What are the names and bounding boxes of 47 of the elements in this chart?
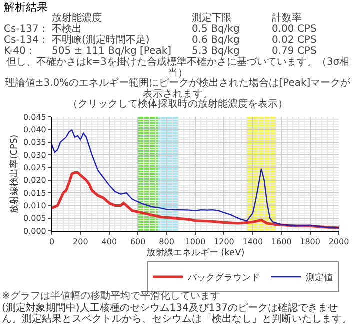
text: 不検出 [52,24,83,35]
y-tick-label: 0.040 [23,124,46,134]
text: 0.5 Bq/kg [192,24,241,35]
text: 0.6 Bq/kg [192,35,241,46]
y-tick-label: 0.010 [23,201,46,210]
y-tick-label: 0.035 [23,138,46,147]
text: （クリックして検体採取時の放射能濃度を表示） [67,99,289,110]
x-axis-title: 放射線エネルギー (keV) [146,247,245,258]
x-tick-label: 1400 [242,237,264,246]
text: 0.00 CPS [272,24,318,35]
text: 放射能濃度 [52,13,103,24]
text: 505 ± 111 Bq/kg [Peak] [52,46,172,57]
text: K-40 : [4,46,34,57]
text: 但し、不確かさはk=3を掛けた合成標準不確かさに基づいています。（3σ相当） [6,57,351,78]
y-tick-label: 0.045 [23,112,46,122]
x-tick-label: 1600 [271,237,292,246]
text: 5.3 Bq/kg [192,46,240,57]
y-tick-label: 0.025 [23,163,46,172]
y-tick-label: 0.005 [23,214,46,223]
y-tick-label: 0.015 [23,188,46,198]
text: 0.79 CPS [272,46,318,57]
legend-label: バックグラウンド [187,272,260,284]
x-tick-label: 600 [130,237,146,246]
x-tick-label: 2000 [328,237,350,246]
x-tick-label: 200 [73,237,88,246]
text: 不明瞭(測定時間不足) [52,35,151,46]
legend-label: 測定値 [306,272,333,284]
text: Cs-134 : [4,35,46,46]
y-axis-title: 放射線検出率(CPS) [8,134,20,213]
x-tick-label: 1800 [300,237,320,246]
line-series [52,129,339,228]
x-tick-label: 0 [49,237,55,246]
x-tick-label: 1000 [185,237,206,246]
text: 理論値±3.0%のエネルギー範囲にピークが検出された場合は[Peak]マークが表示されます。 [4,78,352,100]
text: ※グラフは半値幅の移動平均で平滑化しています [2,291,220,302]
x-tick-label: 400 [102,237,118,246]
text: 0.02 CPS [272,35,318,46]
text: 計数率 [272,13,303,24]
y-tick-label: 0.000 [23,226,46,236]
text: Cs-137 : [4,24,46,35]
text: (測定対象期間中)人工核種のセシウム134及び137のピークは確認できません。測定結果とスペクトルから、セシウムは「検出なし」と判断いたします。 [2,303,353,325]
x-tick-label: 800 [159,237,174,246]
y-tick-label: 0.020 [23,176,46,185]
text: 測定下限 [192,13,233,24]
x-tick-label: 1200 [214,237,234,246]
y-tick-label: 0.030 [23,150,46,160]
chart-title: 解析結果 [4,0,48,15]
